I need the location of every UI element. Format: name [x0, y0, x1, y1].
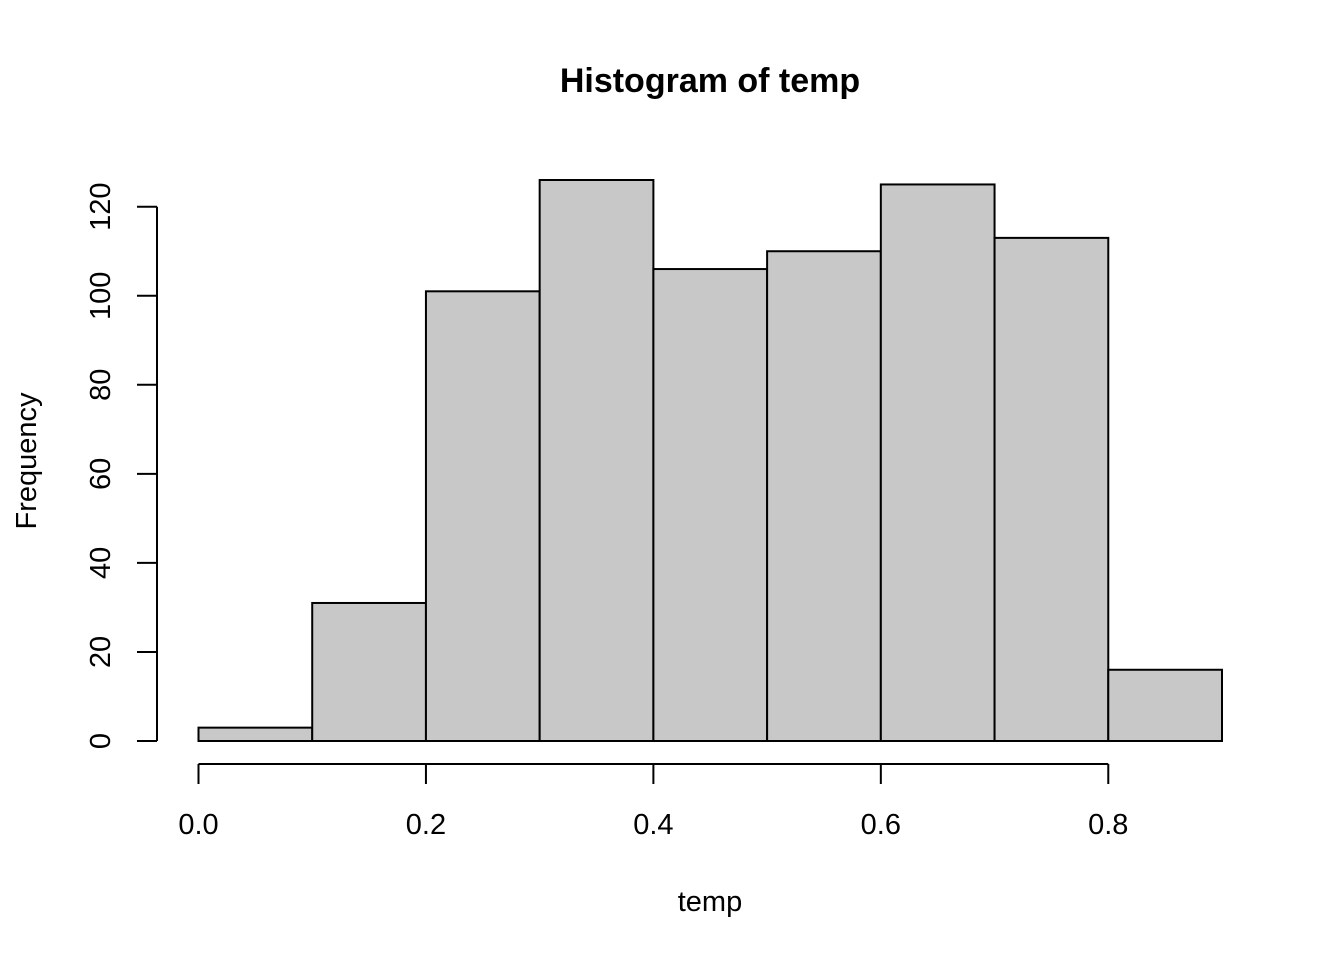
histogram-bar [879, 183, 996, 742]
x-tick-label: 0.4 [633, 809, 673, 841]
y-axis: 0 20 40 60 80 100 120 [85, 183, 158, 749]
histogram-bar [1107, 668, 1224, 742]
y-tick-label: 60 [85, 458, 117, 490]
y-tick-label: 100 [85, 272, 117, 320]
histogram-bar [538, 179, 655, 742]
histogram-bar [197, 726, 314, 743]
y-tick-label: 20 [85, 636, 117, 668]
y-tick-label: 120 [85, 183, 117, 231]
histogram-bar [993, 236, 1110, 742]
x-axis: 0.0 0.2 0.4 0.6 0.8 [178, 763, 1128, 841]
histogram-bar [766, 250, 882, 742]
histogram-bar [652, 268, 769, 742]
y-tick-label: 80 [85, 369, 117, 401]
y-axis-title: Frequency [11, 392, 43, 530]
y-tick-label: 0 [85, 733, 117, 749]
bars-group [197, 179, 1224, 743]
x-tick-label: 0.0 [178, 809, 218, 841]
histogram-bar [424, 290, 541, 742]
y-tick-label: 40 [85, 547, 117, 579]
x-tick-label: 0.6 [861, 809, 901, 841]
x-tick-label: 0.8 [1088, 809, 1128, 841]
chart-title: Histogram of temp [560, 62, 860, 100]
histogram-bar [311, 601, 427, 742]
x-axis-title: temp [678, 886, 742, 918]
x-tick-label: 0.2 [406, 809, 446, 841]
